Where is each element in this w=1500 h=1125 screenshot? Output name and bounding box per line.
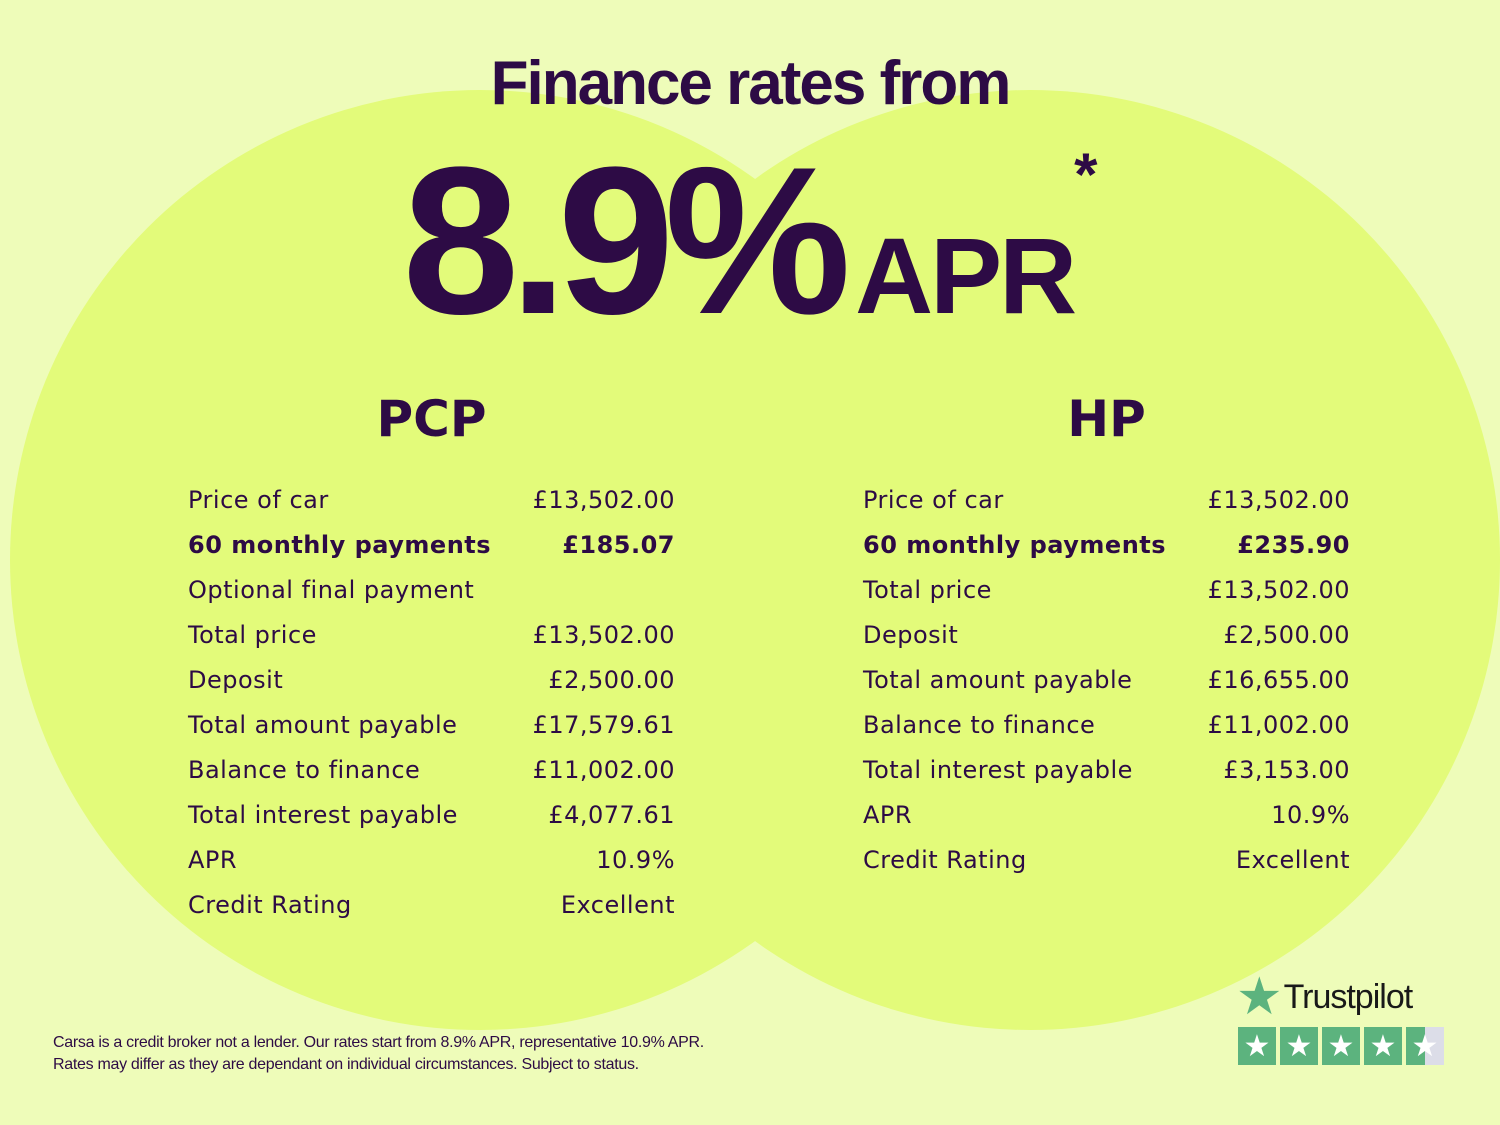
- table-row: Total amount payable £16,655.00: [863, 658, 1350, 703]
- background-circle-right: [560, 90, 1500, 1030]
- table-row: Optional final payment: [188, 568, 675, 613]
- row-value: £2,500.00: [548, 666, 675, 694]
- row-value: Excellent: [1235, 846, 1350, 874]
- row-value: £2,500.00: [1223, 621, 1350, 649]
- trustpilot-rating: ★ ★ ★ ★ ★: [1238, 1027, 1444, 1065]
- row-label: Price of car: [188, 486, 329, 514]
- row-label: Deposit: [188, 666, 284, 694]
- trustpilot-badge: ★ Trustpilot ★ ★ ★ ★ ★: [1236, 968, 1444, 1065]
- table-row: Credit Rating Excellent: [188, 883, 675, 928]
- table-row: Total interest payable £3,153.00: [863, 748, 1350, 793]
- star-icon: ★: [1364, 1027, 1402, 1065]
- row-label: Total amount payable: [188, 711, 458, 739]
- pcp-heading: PCP: [376, 390, 487, 448]
- row-label: Total amount payable: [863, 666, 1133, 694]
- table-row: APR 10.9%: [188, 838, 675, 883]
- rate-asterisk: *: [1074, 141, 1098, 208]
- row-value: £16,655.00: [1207, 666, 1350, 694]
- headline-title: Finance rates from: [490, 49, 1012, 118]
- row-value: Excellent: [560, 891, 675, 919]
- table-row: Price of car £13,502.00: [863, 478, 1350, 523]
- rate-value: 8.9%: [402, 123, 851, 358]
- table-row: 60 monthly payments £185.07: [188, 523, 675, 568]
- row-label: Optional final payment: [188, 576, 475, 604]
- table-row: Credit Rating Excellent: [863, 838, 1350, 883]
- row-value: £11,002.00: [532, 756, 675, 784]
- hp-heading: HP: [1067, 390, 1146, 448]
- trustpilot-name: Trustpilot: [1283, 977, 1414, 1016]
- table-row: Total amount payable £17,579.61: [188, 703, 675, 748]
- table-row: Balance to finance £11,002.00: [188, 748, 675, 793]
- star-icon: ★: [1406, 1027, 1444, 1065]
- pcp-table: PCP Price of car £13,502.00 60 monthly pay…: [188, 390, 675, 928]
- row-value: £13,502.00: [1207, 486, 1350, 514]
- row-label: Credit Rating: [188, 891, 352, 919]
- table-row: Total price £13,502.00: [188, 613, 675, 658]
- table-row: 60 monthly payments £235.90: [863, 523, 1350, 568]
- row-label: Total interest payable: [863, 756, 1133, 784]
- headline-rate: 8.9% APR *: [0, 120, 1500, 362]
- table-row: Total interest payable £4,077.61: [188, 793, 675, 838]
- row-value: £13,502.00: [1207, 576, 1350, 604]
- row-value: £4,077.61: [548, 801, 675, 829]
- row-label: Deposit: [863, 621, 959, 649]
- trustpilot-star-icon: ★: [1236, 968, 1283, 1026]
- row-value: £13,502.00: [532, 621, 675, 649]
- row-value: £185.07: [562, 531, 675, 559]
- row-label: Balance to finance: [188, 756, 421, 784]
- table-row: APR 10.9%: [863, 793, 1350, 838]
- row-label: APR: [188, 846, 238, 874]
- table-row: Price of car £13,502.00: [188, 478, 675, 523]
- trustpilot-logo: ★ Trustpilot: [1236, 968, 1444, 1026]
- rate-suffix: APR: [855, 215, 1077, 336]
- star-icon: ★: [1280, 1027, 1318, 1065]
- row-label: Total interest payable: [188, 801, 458, 829]
- row-label: Credit Rating: [863, 846, 1027, 874]
- hp-table: HP Price of car £13,502.00 60 monthly paym…: [863, 390, 1350, 883]
- row-value: £13,502.00: [532, 486, 675, 514]
- disclaimer: Carsa is a credit broker not a lender. O…: [53, 1032, 704, 1076]
- row-label: APR: [863, 801, 913, 829]
- row-label: 60 monthly payments: [188, 531, 492, 559]
- row-label: 60 monthly payments: [863, 531, 1167, 559]
- table-row: Total price £13,502.00: [863, 568, 1350, 613]
- star-icon: ★: [1238, 1027, 1276, 1065]
- row-value: £17,579.61: [532, 711, 675, 739]
- row-label: Balance to finance: [863, 711, 1096, 739]
- disclaimer-line-1: Carsa is a credit broker not a lender. O…: [53, 1034, 704, 1051]
- row-value: £235.90: [1237, 531, 1350, 559]
- row-value: 10.9%: [596, 846, 675, 874]
- table-row: Deposit £2,500.00: [188, 658, 675, 703]
- table-row: Balance to finance £11,002.00: [863, 703, 1350, 748]
- row-value: £3,153.00: [1223, 756, 1350, 784]
- disclaimer-line-2: Rates may differ as they are dependant o…: [53, 1056, 639, 1073]
- table-row: Deposit £2,500.00: [863, 613, 1350, 658]
- row-value: £11,002.00: [1207, 711, 1350, 739]
- star-icon: ★: [1322, 1027, 1360, 1065]
- row-label: Price of car: [863, 486, 1004, 514]
- row-label: Total price: [863, 576, 992, 604]
- row-label: Total price: [188, 621, 317, 649]
- row-value: 10.9%: [1271, 801, 1350, 829]
